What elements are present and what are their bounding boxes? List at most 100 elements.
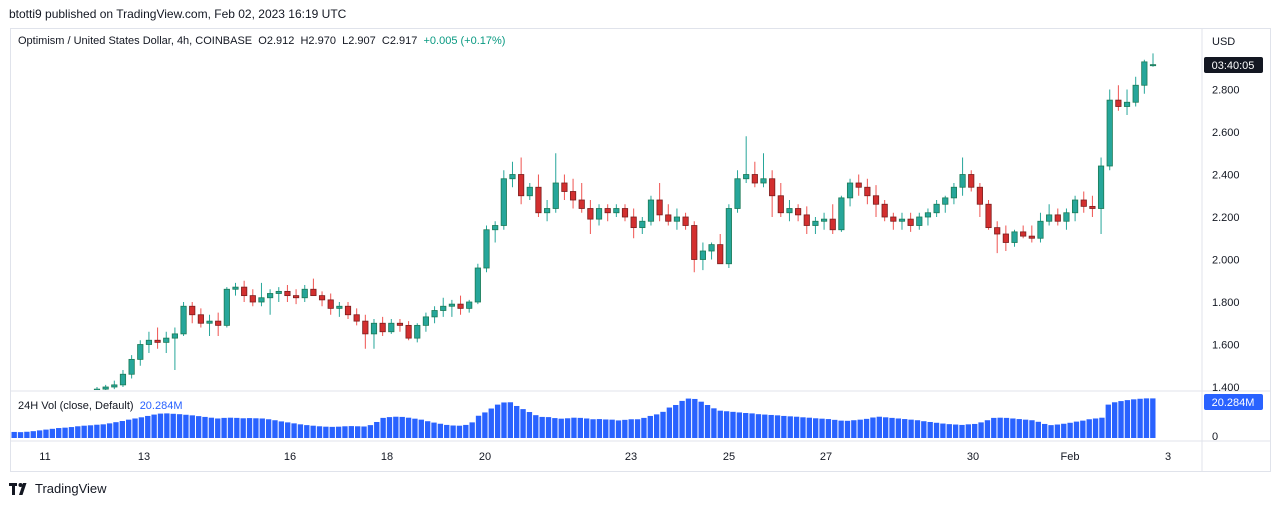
candle[interactable] (968, 170, 975, 192)
candle[interactable] (820, 212, 828, 230)
candle[interactable] (526, 183, 533, 200)
candle[interactable] (795, 204, 802, 222)
candle[interactable] (509, 161, 516, 188)
candle[interactable] (950, 183, 958, 205)
candle[interactable] (595, 204, 603, 226)
candle[interactable] (353, 308, 360, 326)
candle[interactable] (535, 174, 542, 218)
candle[interactable] (1011, 229, 1018, 247)
candle[interactable] (336, 302, 343, 317)
candle[interactable] (786, 200, 793, 222)
candle[interactable] (777, 183, 784, 217)
candle[interactable] (924, 208, 932, 226)
candle[interactable] (647, 195, 655, 226)
candle[interactable] (500, 170, 507, 230)
candle[interactable] (630, 208, 637, 239)
candle[interactable] (985, 200, 992, 230)
candle[interactable] (760, 153, 767, 188)
candle[interactable] (215, 312, 222, 336)
candle[interactable] (1106, 89, 1113, 171)
candle[interactable] (457, 295, 464, 315)
candle[interactable] (518, 157, 525, 205)
candle[interactable] (241, 280, 248, 302)
candle[interactable] (396, 319, 404, 332)
candle[interactable] (751, 161, 758, 188)
candle[interactable] (855, 174, 862, 196)
candle[interactable] (1141, 59, 1148, 94)
candle[interactable] (206, 314, 213, 336)
candle[interactable] (1123, 89, 1131, 116)
candle[interactable] (431, 306, 438, 324)
candle[interactable] (448, 299, 455, 317)
candle[interactable] (145, 331, 153, 353)
candle[interactable] (933, 200, 940, 217)
candle[interactable] (881, 200, 888, 222)
candle[interactable] (1080, 191, 1087, 213)
candle[interactable] (379, 316, 386, 336)
candle[interactable] (1028, 225, 1035, 243)
candle[interactable] (994, 221, 1001, 254)
candle[interactable] (414, 323, 421, 343)
candle[interactable] (1072, 195, 1079, 222)
candle[interactable] (310, 278, 317, 297)
candle[interactable] (552, 153, 559, 213)
candle[interactable] (405, 321, 412, 341)
candle[interactable] (569, 178, 577, 209)
candle[interactable] (275, 287, 282, 302)
candle[interactable] (292, 289, 300, 305)
candle[interactable] (154, 327, 161, 349)
candle[interactable] (1132, 76, 1139, 107)
candle[interactable] (976, 183, 983, 217)
candle[interactable] (769, 170, 776, 217)
candle[interactable] (838, 195, 845, 232)
symbol-legend[interactable]: Optimism / United States Dollar, 4h, COI… (18, 35, 505, 47)
candle[interactable] (466, 299, 473, 313)
candle[interactable] (959, 157, 966, 196)
candle[interactable] (656, 183, 663, 222)
candle[interactable] (665, 204, 672, 226)
candle[interactable] (1089, 195, 1096, 217)
candle[interactable] (370, 319, 378, 349)
candle[interactable] (812, 217, 819, 234)
candle[interactable] (942, 195, 949, 213)
candle[interactable] (258, 282, 265, 307)
candle[interactable] (734, 170, 741, 213)
candle[interactable] (119, 370, 127, 387)
candle[interactable] (318, 291, 326, 307)
candle[interactable] (717, 234, 724, 265)
candle[interactable] (232, 282, 239, 296)
candle[interactable] (691, 221, 698, 273)
candle[interactable] (1063, 208, 1070, 230)
candle[interactable] (267, 289, 274, 315)
candle[interactable] (111, 380, 118, 390)
candle[interactable] (864, 178, 871, 205)
candle[interactable] (561, 174, 568, 201)
candle[interactable] (327, 293, 334, 315)
candle[interactable] (440, 297, 447, 317)
candle[interactable] (725, 204, 732, 268)
candle[interactable] (474, 263, 481, 305)
candle[interactable] (890, 212, 897, 230)
candle[interactable] (673, 208, 681, 230)
candle[interactable] (1046, 204, 1053, 226)
volume-legend[interactable]: 24H Vol (close, Default) 20.284M (18, 400, 183, 412)
candle[interactable] (613, 204, 620, 217)
candle[interactable] (1037, 212, 1044, 243)
candle[interactable] (699, 242, 706, 271)
candle[interactable] (422, 312, 430, 332)
candle[interactable] (907, 212, 914, 232)
candle[interactable] (872, 185, 880, 217)
candle[interactable] (223, 287, 230, 328)
candle[interactable] (1054, 208, 1061, 226)
candle[interactable] (916, 212, 923, 230)
candle[interactable] (388, 319, 395, 334)
candle[interactable] (362, 314, 369, 349)
candle[interactable] (604, 204, 611, 222)
candle[interactable] (803, 206, 810, 234)
candle[interactable] (93, 387, 101, 396)
candle[interactable] (483, 225, 490, 273)
candle[interactable] (180, 302, 187, 336)
candle[interactable] (1115, 85, 1122, 111)
candle[interactable] (1002, 225, 1009, 252)
